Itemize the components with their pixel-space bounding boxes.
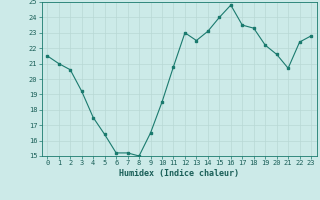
X-axis label: Humidex (Indice chaleur): Humidex (Indice chaleur) [119,169,239,178]
